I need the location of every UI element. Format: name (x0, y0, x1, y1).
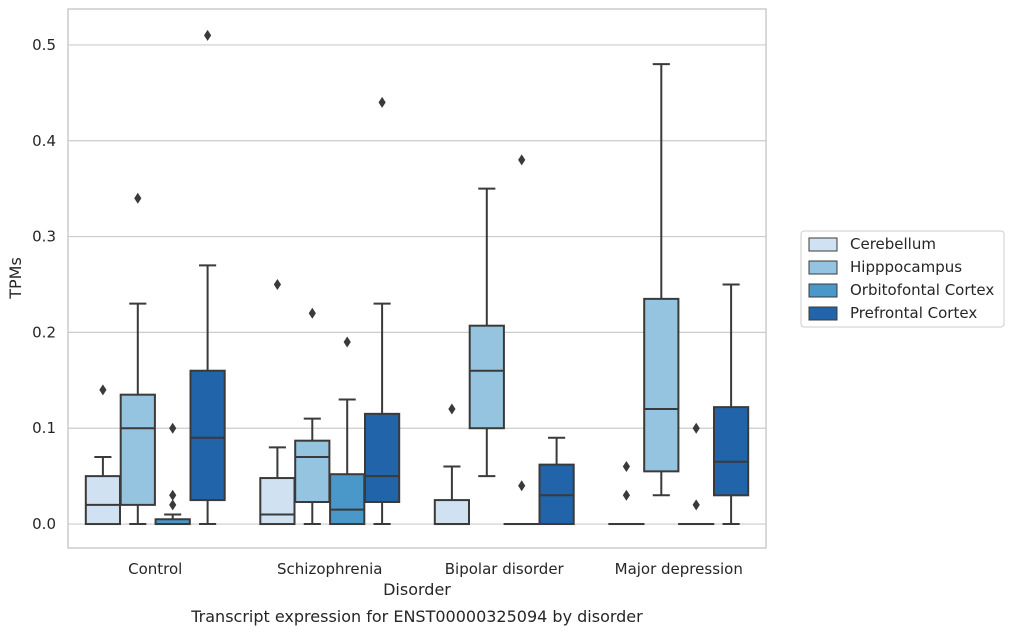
box (433, 403, 471, 526)
outlier-point (378, 96, 386, 108)
box (154, 422, 191, 526)
outlier-point (622, 489, 630, 501)
y-tick-label: 0.2 (32, 323, 56, 341)
box-iqr (294, 439, 331, 504)
box-iqr (433, 499, 471, 526)
box-iqr (643, 297, 680, 473)
legend-item: Orbitofontal Cortex (808, 281, 994, 299)
box-iqr (329, 473, 366, 526)
plot-frame (67, 8, 767, 549)
box-iqr (84, 475, 122, 526)
boxes (84, 29, 750, 526)
box (189, 29, 226, 526)
gridlines (68, 44, 766, 525)
y-tick-labels: 0.0 0.1 0.2 0.3 0.4 0.5 (32, 36, 56, 533)
legend-item: Prefrontal Cortex (808, 304, 977, 322)
legend: Cerebellum Hipppocampus Orbitofontal Corte… (800, 230, 1005, 328)
box (294, 307, 331, 526)
box-iqr (712, 406, 750, 497)
outlier-point (308, 307, 316, 319)
box (84, 384, 122, 526)
box (608, 461, 645, 526)
outlier-point (273, 278, 281, 290)
box-iqr (119, 393, 156, 506)
legend-swatch (808, 283, 838, 298)
outlier-point (99, 384, 107, 396)
figure-caption: Transcript expression for ENST0000032509… (190, 607, 643, 626)
outlier-point (169, 489, 177, 501)
box (643, 63, 680, 497)
outlier-point (448, 403, 456, 415)
y-tick-label: 0.5 (32, 36, 56, 54)
x-tick-label: Bipolar disorder (445, 560, 565, 578)
box (468, 187, 505, 478)
x-tick-labels: Control Schizophrenia Bipolar disorder Majo… (128, 560, 743, 578)
outlier-point (518, 154, 526, 166)
y-tick-label: 0.3 (32, 228, 56, 246)
legend-item: Cerebellum (808, 235, 936, 253)
x-tick-label: Schizophrenia (277, 560, 382, 578)
box-iqr (259, 477, 296, 526)
box (363, 96, 401, 526)
box (119, 192, 156, 526)
legend-frame (800, 230, 1005, 328)
box (329, 336, 366, 526)
box (503, 154, 540, 526)
outlier-point (134, 192, 142, 204)
box (538, 436, 575, 526)
legend-swatch (808, 260, 838, 275)
outlier-point (169, 499, 177, 511)
legend-label: Hipppocampus (850, 258, 962, 276)
outlier-point (692, 422, 700, 434)
box-iqr (363, 412, 401, 504)
outlier-point (343, 336, 351, 348)
legend-label: Prefrontal Cortex (850, 304, 977, 322)
legend-swatch (808, 306, 838, 321)
y-tick-label: 0.0 (32, 515, 56, 533)
x-tick-label: Control (128, 560, 182, 578)
outlier-point (692, 499, 700, 511)
y-tick-label: 0.4 (32, 132, 56, 150)
box-iqr (189, 369, 226, 502)
legend-swatch (808, 237, 838, 252)
box-iqr (468, 324, 505, 430)
outlier-point (622, 461, 630, 473)
box (259, 278, 296, 526)
box (678, 422, 715, 526)
y-tick-label: 0.1 (32, 419, 56, 437)
legend-label: Orbitofontal Cortex (850, 281, 994, 299)
x-axis-title: Disorder (383, 580, 451, 599)
legend-item: Hipppocampus (808, 258, 962, 276)
legend-label: Cerebellum (850, 235, 936, 253)
box (712, 283, 750, 526)
y-axis-title: TPMs (6, 257, 25, 300)
outlier-point (204, 29, 212, 41)
x-tick-label: Major depression (615, 560, 743, 578)
outlier-point (518, 480, 526, 492)
outlier-point (169, 422, 177, 434)
